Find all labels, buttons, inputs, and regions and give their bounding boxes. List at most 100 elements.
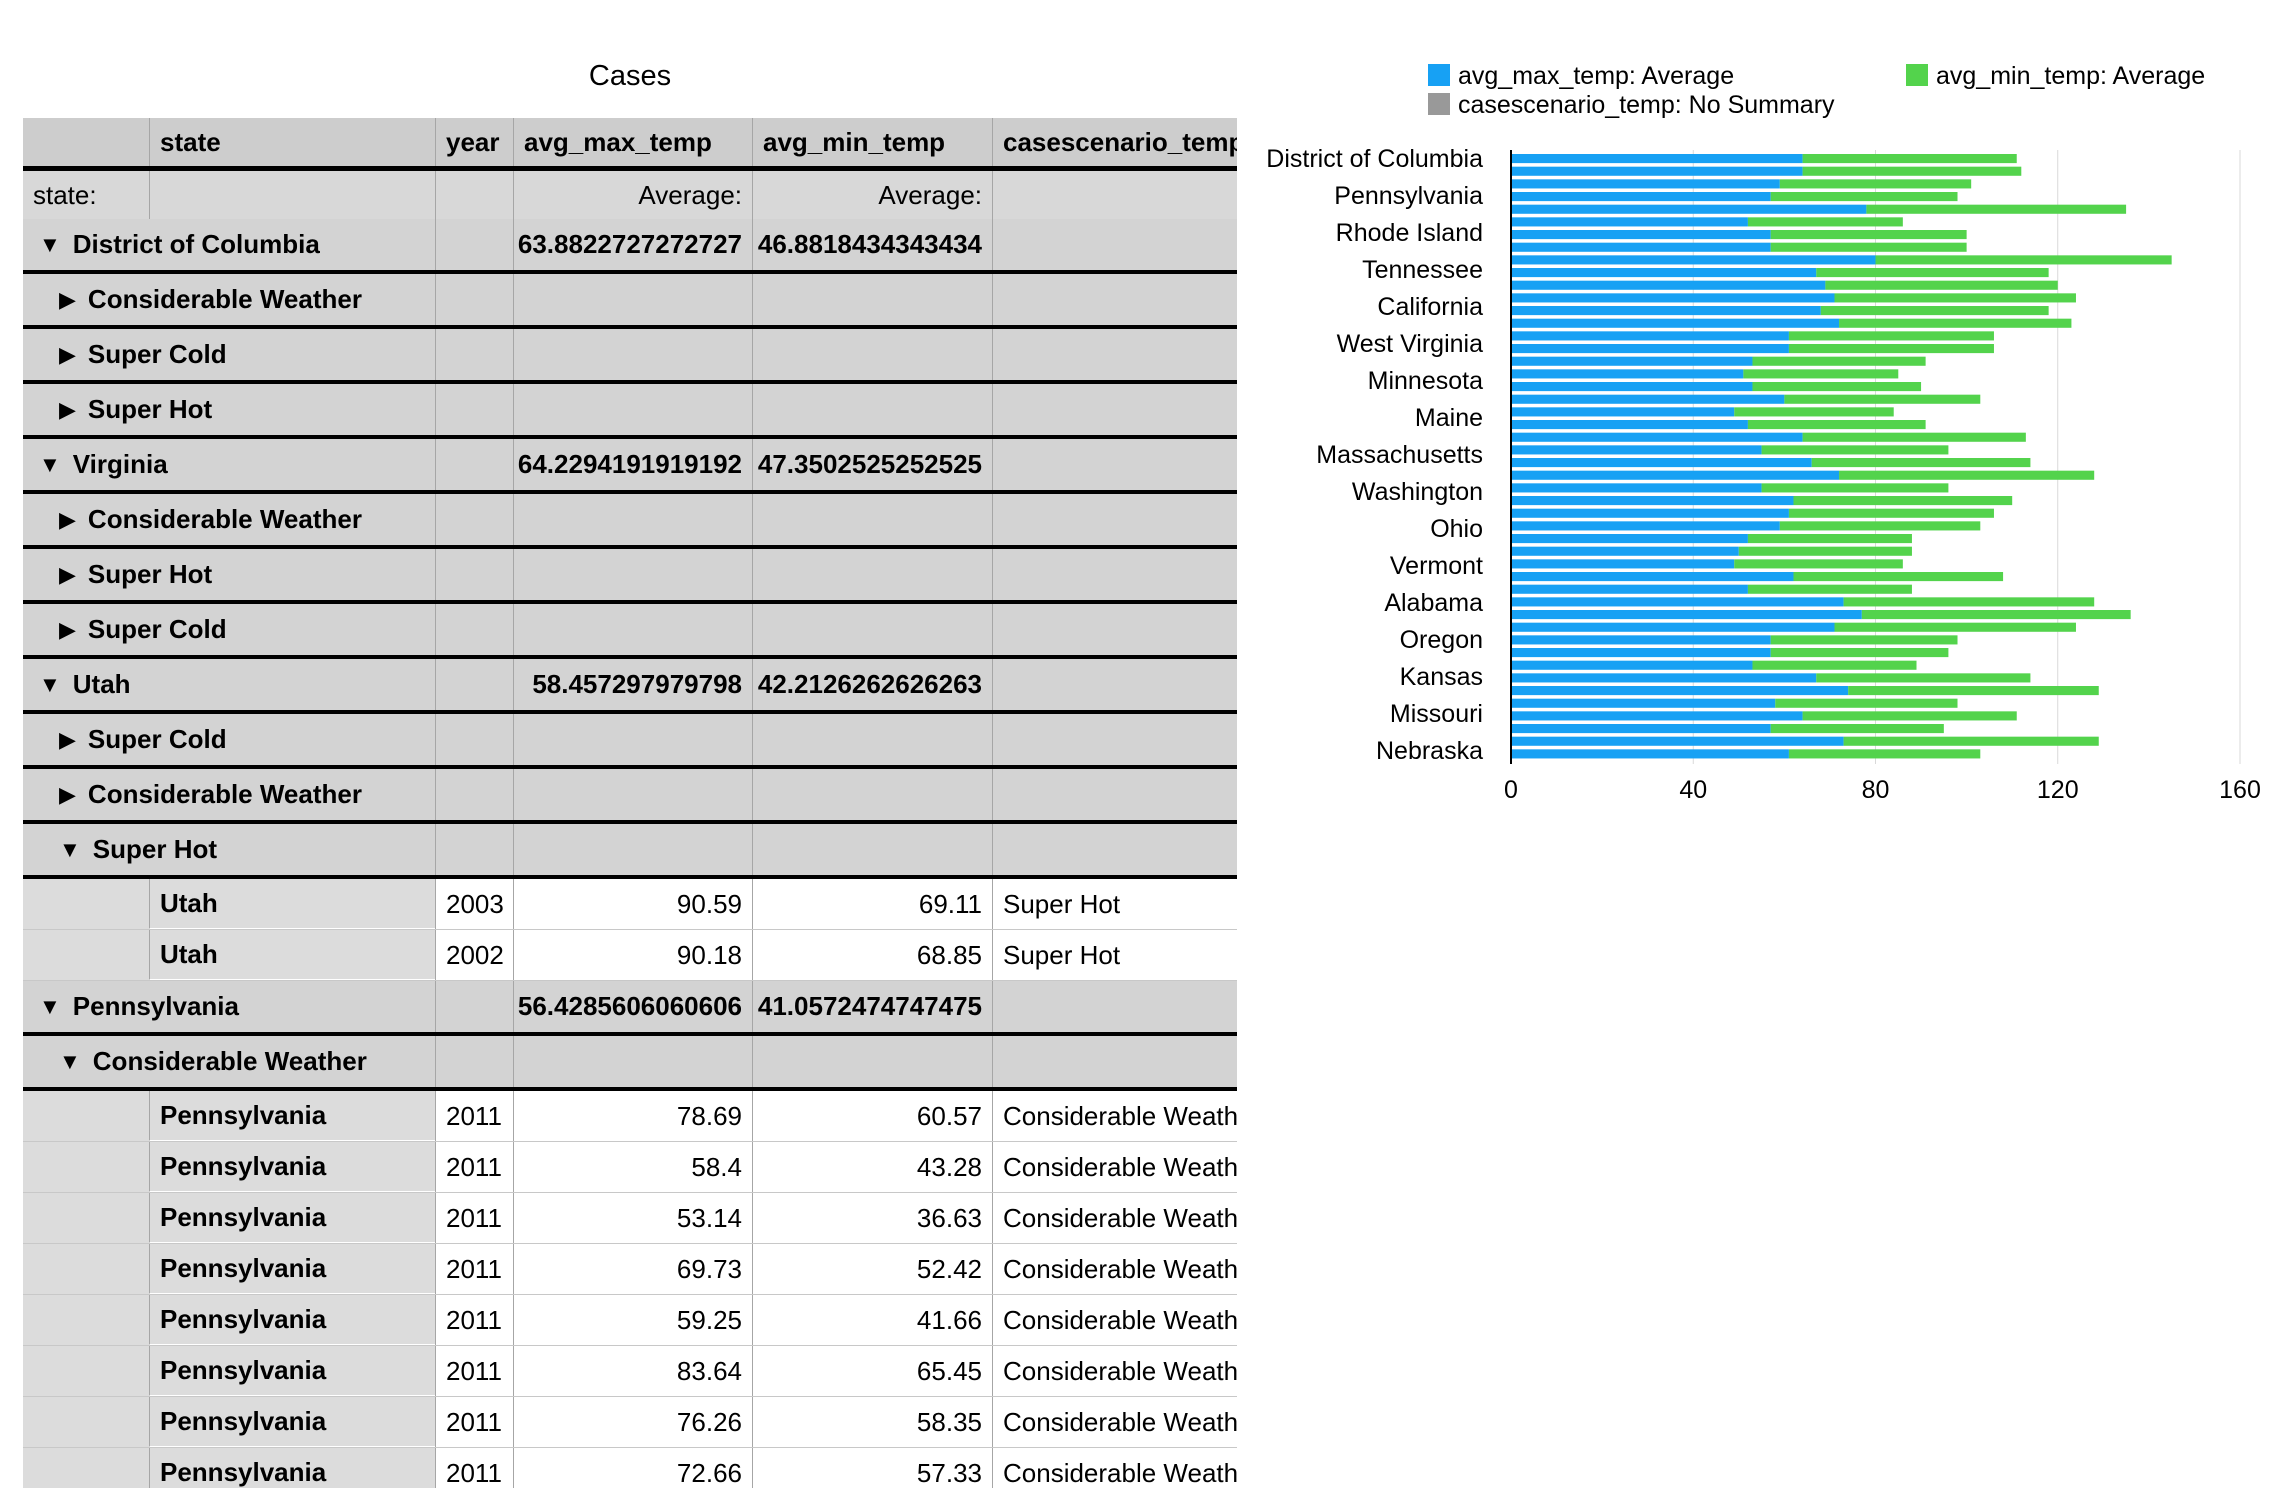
cell-state[interactable]: Utah <box>149 879 435 929</box>
cell-avg-min-temp[interactable]: 68.85 <box>752 930 992 980</box>
cell-casescenario-temp[interactable]: Considerable Weather <box>992 1142 1237 1192</box>
scenario-group-row[interactable]: ▶ Considerable Weather <box>23 274 1237 329</box>
cell-casescenario-temp[interactable]: Considerable Weather <box>992 1193 1237 1243</box>
column-header-index[interactable] <box>23 118 149 166</box>
scenario-group-row[interactable]: ▼ Considerable Weather <box>23 1036 1237 1091</box>
state-group-row[interactable]: ▼ District of Columbia 63.8822727272727 46.… <box>23 219 1237 274</box>
table-row[interactable]: Pennsylvania 2011 53.14 36.63 Considerable W… <box>23 1193 1237 1244</box>
cell-casescenario-temp[interactable]: Super Hot <box>992 930 1237 980</box>
bar-avg-min <box>1738 546 1912 556</box>
cell-avg-max-temp[interactable]: 59.25 <box>513 1295 752 1345</box>
cell-avg-max-temp[interactable]: 78.69 <box>513 1091 752 1141</box>
column-header-avg-max-temp[interactable]: avg_max_temp <box>513 118 752 166</box>
cell-state[interactable]: Pennsylvania <box>149 1091 435 1141</box>
cell-casescenario-temp[interactable]: Considerable Weather <box>992 1448 1237 1488</box>
state-group-row[interactable]: ▼ Virginia 64.2294191919192 47.350252525252… <box>23 439 1237 494</box>
expand-triangle-icon[interactable]: ▶ <box>59 781 76 807</box>
cell-year[interactable]: 2011 <box>435 1346 513 1396</box>
group-label: Super Hot <box>92 834 218 864</box>
row-index-cell <box>23 1295 149 1345</box>
scenario-group-row[interactable]: ▶ Super Cold <box>23 714 1237 769</box>
cell-avg-min-temp[interactable]: 52.42 <box>752 1244 992 1294</box>
expand-triangle-icon[interactable]: ▶ <box>59 341 76 367</box>
state-group-row[interactable]: ▼ Utah 58.457297979798 42.2126262626263 <box>23 659 1237 714</box>
expand-triangle-icon[interactable]: ▶ <box>59 396 76 422</box>
cell-state[interactable]: Pennsylvania <box>149 1346 435 1396</box>
cell-year[interactable]: 2011 <box>435 1244 513 1294</box>
cell-avg-min-temp[interactable]: 58.35 <box>752 1397 992 1447</box>
collapse-triangle-icon[interactable]: ▼ <box>39 993 61 1019</box>
table-row[interactable]: Pennsylvania 2011 78.69 60.57 Considerable W… <box>23 1091 1237 1142</box>
cell-year[interactable]: 2011 <box>435 1193 513 1243</box>
cell-casescenario-temp[interactable]: Considerable Weather <box>992 1295 1237 1345</box>
cell-year[interactable]: 2011 <box>435 1448 513 1488</box>
cell-avg-max-temp[interactable]: 90.59 <box>513 879 752 929</box>
scenario-group-row[interactable]: ▶ Super Cold <box>23 604 1237 659</box>
cell-avg-min-temp[interactable]: 41.66 <box>752 1295 992 1345</box>
cell-year[interactable]: 2003 <box>435 879 513 929</box>
collapse-triangle-icon[interactable]: ▼ <box>59 836 81 862</box>
scenario-group-row[interactable]: ▶ Super Hot <box>23 549 1237 604</box>
cell-state[interactable]: Pennsylvania <box>149 1142 435 1192</box>
table-row[interactable]: Pennsylvania 2011 59.25 41.66 Considerable W… <box>23 1295 1237 1346</box>
scenario-group-row[interactable]: ▶ Considerable Weather <box>23 769 1237 824</box>
cell-state[interactable]: Utah <box>149 930 435 980</box>
group-year-cell <box>435 494 513 545</box>
cell-state[interactable]: Pennsylvania <box>149 1295 435 1345</box>
cell-avg-max-temp[interactable]: 90.18 <box>513 930 752 980</box>
expand-triangle-icon[interactable]: ▶ <box>59 506 76 532</box>
collapse-triangle-icon[interactable]: ▼ <box>39 671 61 697</box>
cell-avg-min-temp[interactable]: 43.28 <box>752 1142 992 1192</box>
cell-avg-max-temp[interactable]: 83.64 <box>513 1346 752 1396</box>
column-header-avg-min-temp[interactable]: avg_min_temp <box>752 118 992 166</box>
table-row[interactable]: Pennsylvania 2011 72.66 57.33 Considerable W… <box>23 1448 1237 1488</box>
cell-avg-min-temp[interactable]: 69.11 <box>752 879 992 929</box>
cell-avg-max-temp[interactable]: 58.4 <box>513 1142 752 1192</box>
expand-triangle-icon[interactable]: ▶ <box>59 726 76 752</box>
scenario-group-row[interactable]: ▶ Super Cold <box>23 329 1237 384</box>
cell-avg-max-temp[interactable]: 69.73 <box>513 1244 752 1294</box>
cell-year[interactable]: 2011 <box>435 1295 513 1345</box>
state-group-row[interactable]: ▼ Pennsylvania 56.4285606060606 41.05724747… <box>23 981 1237 1036</box>
table-row[interactable]: Pennsylvania 2011 69.73 52.42 Considerable W… <box>23 1244 1237 1295</box>
cell-year[interactable]: 2011 <box>435 1091 513 1141</box>
cell-casescenario-temp[interactable]: Considerable Weather <box>992 1346 1237 1396</box>
column-header-casescenario-temp[interactable]: casescenario_temp <box>992 118 1237 166</box>
bar-avg-min <box>1747 584 1912 594</box>
cell-state[interactable]: Pennsylvania <box>149 1397 435 1447</box>
cell-state[interactable]: Pennsylvania <box>149 1244 435 1294</box>
collapse-triangle-icon[interactable]: ▼ <box>39 231 61 257</box>
cell-casescenario-temp[interactable]: Considerable Weather <box>992 1091 1237 1141</box>
expand-triangle-icon[interactable]: ▶ <box>59 561 76 587</box>
cell-avg-min-temp[interactable]: 60.57 <box>752 1091 992 1141</box>
cell-casescenario-temp[interactable]: Super Hot <box>992 879 1237 929</box>
table-row[interactable]: Utah 2002 90.18 68.85 Super Hot <box>23 930 1237 981</box>
collapse-triangle-icon[interactable]: ▼ <box>59 1048 81 1074</box>
table-row[interactable]: Pennsylvania 2011 83.64 65.45 Considerable W… <box>23 1346 1237 1397</box>
cell-year[interactable]: 2011 <box>435 1142 513 1192</box>
column-header-year[interactable]: year <box>435 118 513 166</box>
cell-year[interactable]: 2011 <box>435 1397 513 1447</box>
table-row[interactable]: Pennsylvania 2011 76.26 58.35 Considerable W… <box>23 1397 1237 1448</box>
cell-avg-max-temp[interactable]: 72.66 <box>513 1448 752 1488</box>
x-tick-label: 0 <box>1504 776 1518 804</box>
collapse-triangle-icon[interactable]: ▼ <box>39 451 61 477</box>
scenario-group-row[interactable]: ▼ Super Hot <box>23 824 1237 879</box>
table-row[interactable]: Pennsylvania 2011 58.4 43.28 Considerable We… <box>23 1142 1237 1193</box>
cell-casescenario-temp[interactable]: Considerable Weather <box>992 1397 1237 1447</box>
expand-triangle-icon[interactable]: ▶ <box>59 286 76 312</box>
column-header-state[interactable]: state <box>149 118 435 166</box>
scenario-group-row[interactable]: ▶ Super Hot <box>23 384 1237 439</box>
cell-state[interactable]: Pennsylvania <box>149 1448 435 1488</box>
cell-casescenario-temp[interactable]: Considerable Weather <box>992 1244 1237 1294</box>
cell-avg-min-temp[interactable]: 57.33 <box>752 1448 992 1488</box>
cell-avg-min-temp[interactable]: 36.63 <box>752 1193 992 1243</box>
scenario-group-row[interactable]: ▶ Considerable Weather <box>23 494 1237 549</box>
cell-year[interactable]: 2002 <box>435 930 513 980</box>
expand-triangle-icon[interactable]: ▶ <box>59 616 76 642</box>
cell-avg-max-temp[interactable]: 53.14 <box>513 1193 752 1243</box>
table-row[interactable]: Utah 2003 90.59 69.11 Super Hot <box>23 879 1237 930</box>
cell-avg-max-temp[interactable]: 76.26 <box>513 1397 752 1447</box>
cell-avg-min-temp[interactable]: 65.45 <box>752 1346 992 1396</box>
cell-state[interactable]: Pennsylvania <box>149 1193 435 1243</box>
